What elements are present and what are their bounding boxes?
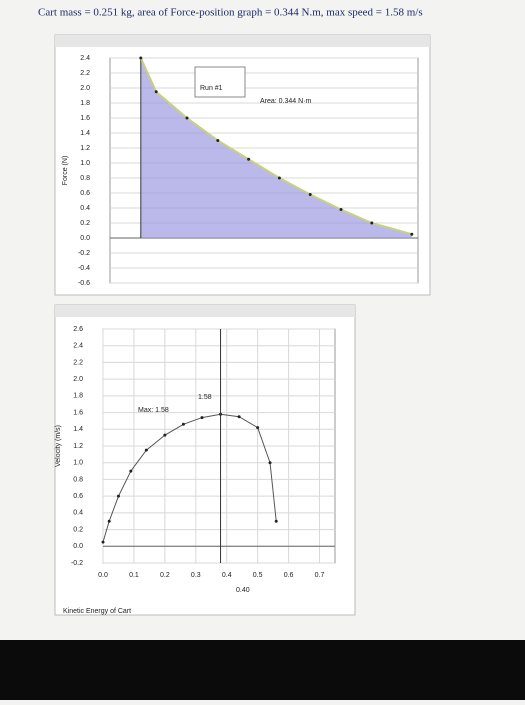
y-tick-label: 2.2	[73, 359, 83, 366]
point	[256, 426, 260, 430]
y-tick-label: -0.2	[71, 560, 83, 567]
y-tick-label: 1.6	[80, 115, 90, 122]
y-tick-label: 0.4	[80, 205, 90, 212]
y-tick-label: 2.4	[80, 55, 90, 62]
point	[144, 448, 148, 452]
legend-label: Run #1	[200, 85, 223, 92]
x-tick-label: 0.6	[284, 572, 294, 579]
y-tick-label: 2.0	[73, 376, 83, 383]
x-tick-label: 0.4	[222, 572, 232, 579]
y-tick-label: 2.6	[73, 326, 83, 333]
point	[277, 176, 281, 180]
y-tick-label: 1.8	[80, 100, 90, 107]
point	[163, 433, 167, 437]
y-tick-label: 1.4	[73, 426, 83, 433]
point	[237, 415, 241, 419]
point	[308, 193, 312, 196]
y-tick-label: 0.4	[73, 510, 83, 517]
annotation: Area: 0.344 N·m	[260, 98, 312, 105]
annotation: 1.58	[198, 394, 212, 401]
y-tick-label: 2.0	[80, 85, 90, 92]
annotation: Max: 1.58	[138, 407, 169, 414]
y-tick-label: 0.2	[80, 220, 90, 227]
x-axis-label: Kinetic Energy of Cart	[63, 608, 131, 615]
point	[247, 157, 251, 161]
point	[129, 469, 133, 473]
point	[185, 116, 189, 120]
annotation: 0.40	[236, 587, 250, 594]
caption: Cart mass = 0.251 kg, area of Force-posi…	[38, 7, 423, 19]
y-tick-label: 0.2	[73, 526, 83, 533]
legend-box	[194, 66, 246, 98]
x-tick-label: 0.5	[253, 572, 263, 579]
area	[140, 58, 412, 238]
x-tick-label: 0.7	[315, 572, 325, 579]
point	[116, 494, 120, 498]
point	[274, 519, 278, 523]
point	[107, 519, 111, 523]
point	[370, 221, 374, 225]
y-axis-label: Velocity (m/s)	[55, 425, 62, 467]
point	[216, 139, 220, 142]
line	[139, 57, 413, 236]
x-tick-label: 0.3	[191, 572, 201, 579]
y-tick-label: 0.0	[80, 235, 90, 242]
y-tick-label: 0.8	[80, 175, 90, 182]
point	[139, 56, 143, 60]
x-tick-label: 0.1	[129, 572, 139, 579]
point	[101, 540, 105, 544]
laptop-bezel	[0, 640, 525, 700]
y-tick-label: 0.8	[73, 476, 83, 483]
toolbar	[55, 305, 355, 317]
y-tick-label: 0.6	[73, 493, 83, 500]
point	[154, 90, 158, 94]
y-tick-label: 2.4	[73, 343, 83, 350]
point	[339, 208, 343, 211]
y-tick-label: 1.4	[80, 130, 90, 137]
y-tick-label: 1.8	[73, 393, 83, 400]
y-axis-label: Force (N)	[62, 156, 69, 186]
y-tick-label: 1.2	[80, 145, 90, 152]
y-tick-label: 2.2	[80, 70, 90, 77]
y-tick-label: -0.4	[78, 265, 90, 272]
toolbar	[55, 35, 430, 47]
point	[200, 416, 204, 420]
point	[268, 461, 272, 465]
point	[181, 422, 185, 426]
y-tick-label: 0.0	[73, 543, 83, 550]
x-tick-label: 0.2	[160, 572, 170, 579]
y-tick-label: -0.2	[78, 250, 90, 257]
y-tick-label: 1.6	[73, 409, 83, 416]
y-tick-label: 1.2	[73, 443, 83, 450]
point	[410, 232, 414, 236]
x-tick-label: 0.0	[98, 572, 108, 579]
y-tick-label: 1.0	[80, 160, 90, 167]
y-tick-label: -0.6	[78, 280, 90, 287]
y-tick-label: 1.0	[73, 460, 83, 467]
y-tick-label: 0.6	[80, 190, 90, 197]
